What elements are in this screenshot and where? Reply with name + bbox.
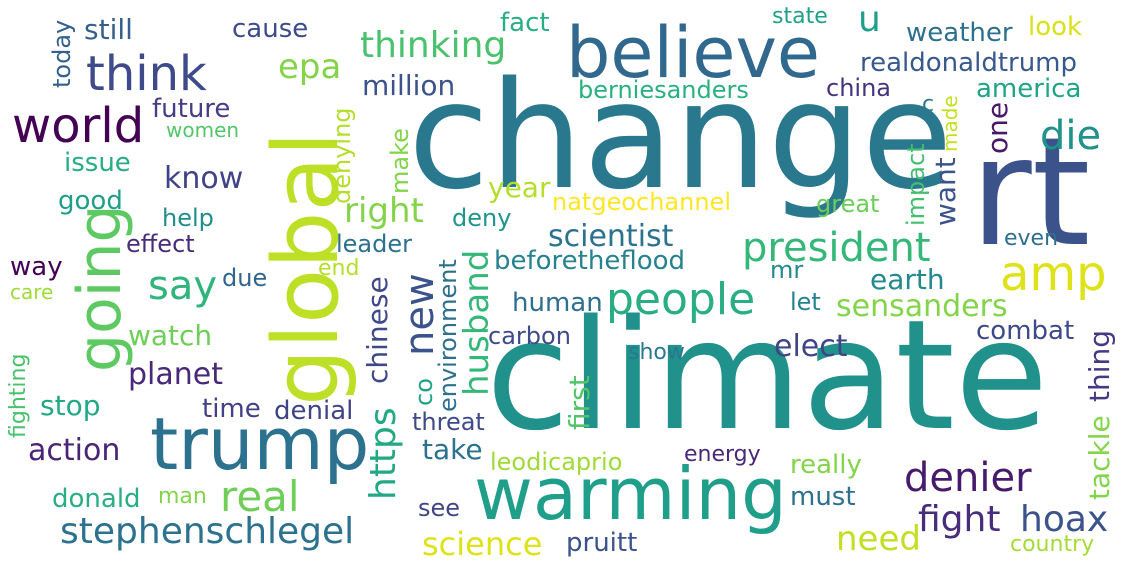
word-even: even [1004,226,1059,251]
word-let: let [790,288,821,316]
word-hoax: hoax [1020,499,1109,540]
word-million: million [362,69,456,102]
word-country: country [1010,532,1095,557]
word-leodicaprio: leodicaprio [490,448,623,476]
word-denying: denying [328,107,356,204]
word-mr: mr [770,256,804,284]
word-world: world [12,98,145,154]
word-want: want [929,157,962,226]
word-see: see [418,494,461,522]
word-year: year [488,171,551,204]
word-future: future [152,94,231,124]
word-man: man [158,484,207,509]
word-way: way [10,252,63,282]
word-https: https [363,407,404,500]
word-deny: deny [452,204,512,232]
word-take: take [422,433,483,466]
word-environment: environment [434,259,462,412]
word-climate: climate [486,287,1049,464]
word-cause: cause [232,14,309,44]
word-rt: rt [970,106,1091,280]
word-good: good [58,186,123,216]
word-due: due [222,264,268,292]
word-change: change [408,50,953,222]
word-amp: amp [1000,246,1107,302]
word-c: c [922,92,935,117]
word-scientist: scientist [548,219,674,254]
word-fight: fight [918,499,1001,540]
word-tackle: tackle [1083,415,1116,500]
word-women: women [166,118,240,142]
word-america: america [976,74,1082,104]
word-help: help [162,204,214,232]
word-combat: combat [976,316,1075,346]
word-china: china [826,74,891,102]
word-state: state [772,4,828,29]
word-right: right [344,191,424,231]
word-thing: thing [1083,329,1116,402]
word-stephenschlegel: stephenschlegel [60,511,355,552]
word-end: end [318,256,360,281]
word-people: people [606,274,756,325]
word-great: great [816,190,880,218]
word-thinking: thinking [360,25,507,66]
word-impact: impact [902,143,930,226]
word-still: still [84,13,133,46]
word-fact: fact [500,8,550,38]
word-time: time [202,394,261,424]
word-going: going [65,204,135,372]
word-denial: denial [274,396,354,426]
word-real: real [220,472,300,521]
word-science: science [422,525,543,563]
word-energy: energy [684,442,761,467]
word-really: really [790,450,862,480]
word-trump: trump [150,402,370,486]
word-must: must [790,482,856,512]
word-pruitt: pruitt [566,528,638,558]
word-u: u [858,0,881,40]
word-elect: elect [774,329,848,364]
word-chinese: chinese [361,276,394,384]
word-made: made [938,95,962,152]
word-watch: watch [128,319,213,352]
word-earth: earth [870,263,945,296]
word-stop: stop [40,389,101,422]
word-beforetheflood: beforetheflood [494,246,686,276]
word-leader: leader [336,230,413,258]
word-realdonaldtrump: realdonaldtrump [860,48,1078,78]
word-human: human [512,288,603,318]
word-think: think [86,46,207,102]
word-donald: donald [52,484,141,514]
word-effect: effect [126,230,195,258]
word-natgeochannel: natgeochannel [552,188,731,216]
word-action: action [28,433,121,468]
word-berniesanders: berniesanders [578,76,749,104]
word-today: today [48,19,76,88]
word-epa: epa [278,47,342,87]
word-co: co [410,378,438,406]
word-show: show [628,340,685,365]
word-first: first [563,375,596,430]
word-say: say [148,263,218,309]
word-threat: threat [412,408,485,436]
word-president: president [742,225,931,271]
word-make: make [386,128,414,194]
word-die: die [1040,113,1102,159]
word-sensanders: sensanders [836,289,1008,324]
word-fighting: fighting [6,353,31,438]
word-carbon: carbon [488,322,571,350]
word-issue: issue [64,148,131,178]
word-believe: believe [566,12,820,94]
word-know: know [164,161,244,196]
word-look: look [1028,12,1083,42]
word-planet: planet [128,357,223,392]
word-weather: weather [906,18,1013,48]
word-one: one [981,101,1014,154]
word-need: need [836,519,921,559]
word-denier: denier [904,455,1032,501]
word-warming: warming [474,452,787,536]
word-care: care [10,280,54,304]
